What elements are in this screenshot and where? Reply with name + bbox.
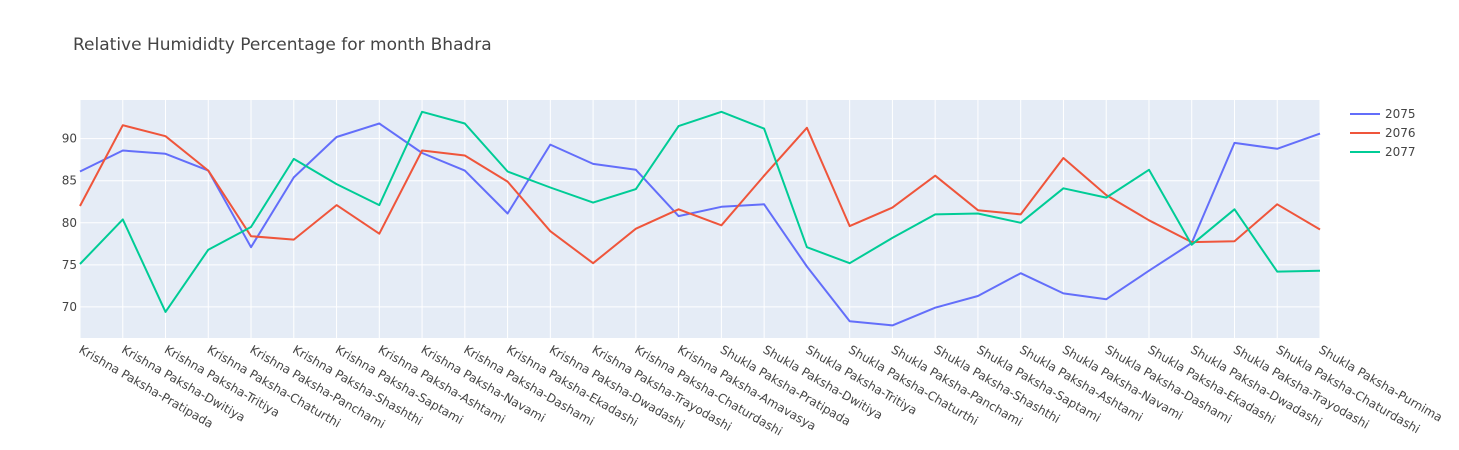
y-tick-label: 70 [62, 300, 77, 314]
plot-area [80, 100, 1320, 338]
y-axis-ticks: 70 75 80 85 90 [62, 132, 77, 314]
y-tick-label: 90 [62, 132, 77, 146]
x-gridlines [79, 100, 1321, 338]
chart-title: Relative Humididty Percentage for month … [73, 35, 492, 55]
legend-label: 2077 [1385, 145, 1416, 159]
y-gridlines [80, 138, 1320, 308]
series-lines [79, 110, 1321, 327]
legend-item-2076[interactable]: 2076 [1350, 126, 1416, 140]
series-line-2077 [79, 110, 1321, 313]
series-line-2075 [79, 122, 1321, 327]
y-tick-label: 80 [62, 216, 77, 230]
y-tick-label: 75 [62, 258, 77, 272]
legend-label: 2075 [1385, 107, 1416, 121]
legend[interactable]: 2075 2076 2077 [1350, 107, 1416, 159]
series-line-2076 [79, 124, 1321, 265]
legend-item-2075[interactable]: 2075 [1350, 107, 1416, 121]
legend-label: 2076 [1385, 126, 1416, 140]
y-tick-label: 85 [62, 174, 77, 188]
legend-item-2077[interactable]: 2077 [1350, 145, 1416, 159]
